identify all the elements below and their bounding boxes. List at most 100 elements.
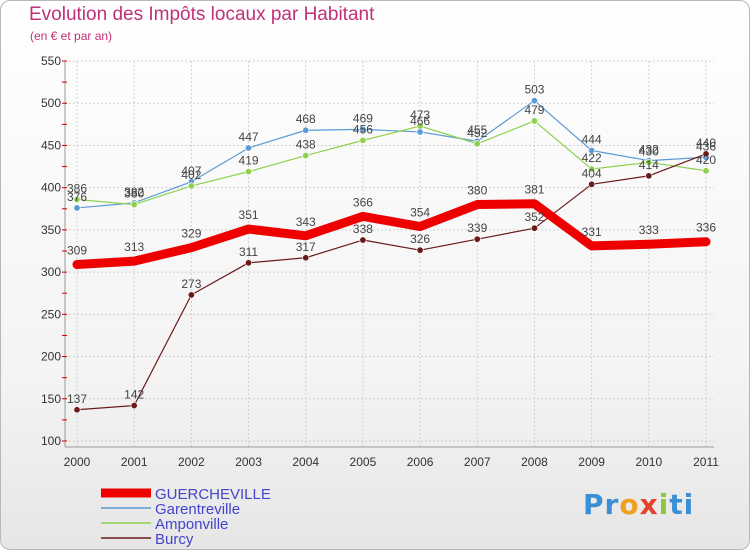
data-label: 452: [467, 126, 487, 140]
data-point: [245, 168, 253, 176]
data-label: 468: [296, 112, 316, 126]
data-label: 380: [124, 187, 144, 201]
data-point: [530, 97, 538, 105]
data-point: [645, 158, 653, 166]
data-point: [359, 136, 367, 144]
x-tick-label: 2002: [178, 455, 205, 469]
x-tick-label: 2011: [693, 455, 719, 469]
data-label: 273: [181, 277, 201, 291]
grid: [65, 60, 714, 447]
data-point: [73, 195, 81, 203]
data-point: [588, 147, 596, 155]
data-label: 440: [696, 136, 716, 150]
data-point: [588, 180, 596, 188]
data-label: 329: [181, 227, 201, 241]
data-label: 311: [239, 245, 258, 259]
data-label: 309: [67, 244, 87, 258]
data-label: 343: [296, 215, 316, 229]
data-point: [187, 291, 195, 299]
data-label: 386: [67, 181, 87, 195]
data-point: [359, 125, 367, 133]
data-point: [530, 224, 538, 232]
series-line-guercheville: [72, 199, 711, 270]
data-label: 473: [410, 108, 430, 122]
x-tick-label: 2008: [521, 455, 548, 469]
data-label: 430: [639, 144, 659, 158]
proxiti-logo: Proxiti: [583, 488, 695, 521]
data-point: [416, 122, 424, 130]
x-tick-label: 2000: [64, 455, 91, 469]
data-label: 326: [410, 232, 430, 246]
data-label: 466: [410, 114, 430, 128]
data-labels: 376 382 407 447 468 469 466 455 503 444 432 436 386 3…: [67, 83, 716, 406]
series-line-burcy: [76, 153, 707, 411]
y-tick-label: 400: [41, 181, 61, 195]
y-tick-label: 500: [41, 96, 61, 110]
legend-label: Burcy: [155, 531, 194, 548]
chart-title: Evolution des Impôts locaux par Habitant: [29, 4, 375, 25]
data-point: [473, 235, 481, 243]
data-label: 414: [639, 158, 659, 172]
data-label: 382: [124, 185, 144, 199]
data-label: 404: [582, 166, 602, 180]
data-label: 313: [124, 240, 144, 254]
data-label: 336: [696, 221, 716, 235]
data-point: [73, 204, 81, 212]
data-label: 479: [524, 103, 544, 117]
data-label: 444: [582, 133, 602, 147]
legend-label: Garentreville: [155, 501, 240, 518]
y-tick-label: 450: [41, 138, 61, 152]
y-tick-label: 150: [41, 392, 61, 406]
series-line-amponville: [76, 120, 707, 206]
series-lines: [72, 97, 711, 414]
chart-subtitle: (en € et par an): [30, 29, 113, 43]
y-tick-label: 350: [41, 223, 61, 237]
data-label: 422: [582, 151, 602, 165]
data-label: 331: [582, 225, 602, 239]
x-tick-label: 2001: [121, 455, 148, 469]
data-label: 354: [410, 206, 430, 220]
data-point: [416, 246, 424, 254]
data-label: 420: [696, 153, 716, 167]
x-tick-label: 2007: [464, 455, 491, 469]
data-label: 137: [67, 392, 87, 406]
data-label: 419: [239, 154, 259, 168]
x-tick-label: 2005: [350, 455, 377, 469]
data-point: [245, 259, 253, 267]
x-tick-label: 2010: [635, 455, 662, 469]
y-tick-label: 100: [41, 434, 61, 448]
data-label: 438: [296, 138, 316, 152]
data-point: [302, 126, 310, 134]
data-point: [187, 182, 195, 190]
data-point: [73, 406, 81, 414]
data-label: 503: [524, 83, 544, 97]
y-tick-label: 300: [41, 265, 61, 279]
data-point: [588, 165, 596, 173]
x-tick-label: 2004: [292, 455, 319, 469]
data-label: 333: [639, 223, 659, 237]
data-point: [702, 167, 710, 175]
data-label: 455: [467, 123, 487, 137]
data-label: 380: [467, 184, 487, 198]
x-tick-label: 2009: [578, 455, 605, 469]
data-label: 381: [524, 183, 544, 197]
y-tick-label: 550: [41, 54, 61, 68]
data-label: 376: [67, 190, 87, 204]
series-line-garentreville: [76, 100, 707, 209]
data-point: [302, 152, 310, 160]
data-point: [302, 254, 310, 262]
data-point: [473, 140, 481, 148]
data-label: 338: [353, 222, 373, 236]
data-label: 339: [467, 221, 487, 235]
y-tick-label: 200: [41, 350, 61, 364]
data-point: [645, 172, 653, 180]
data-point: [130, 201, 138, 209]
legend-label: Amponville: [155, 516, 228, 533]
data-label: 407: [181, 164, 201, 178]
data-label: 352: [524, 210, 544, 224]
legend-label: GUERCHEVILLE: [155, 486, 271, 503]
data-point: [245, 144, 253, 152]
